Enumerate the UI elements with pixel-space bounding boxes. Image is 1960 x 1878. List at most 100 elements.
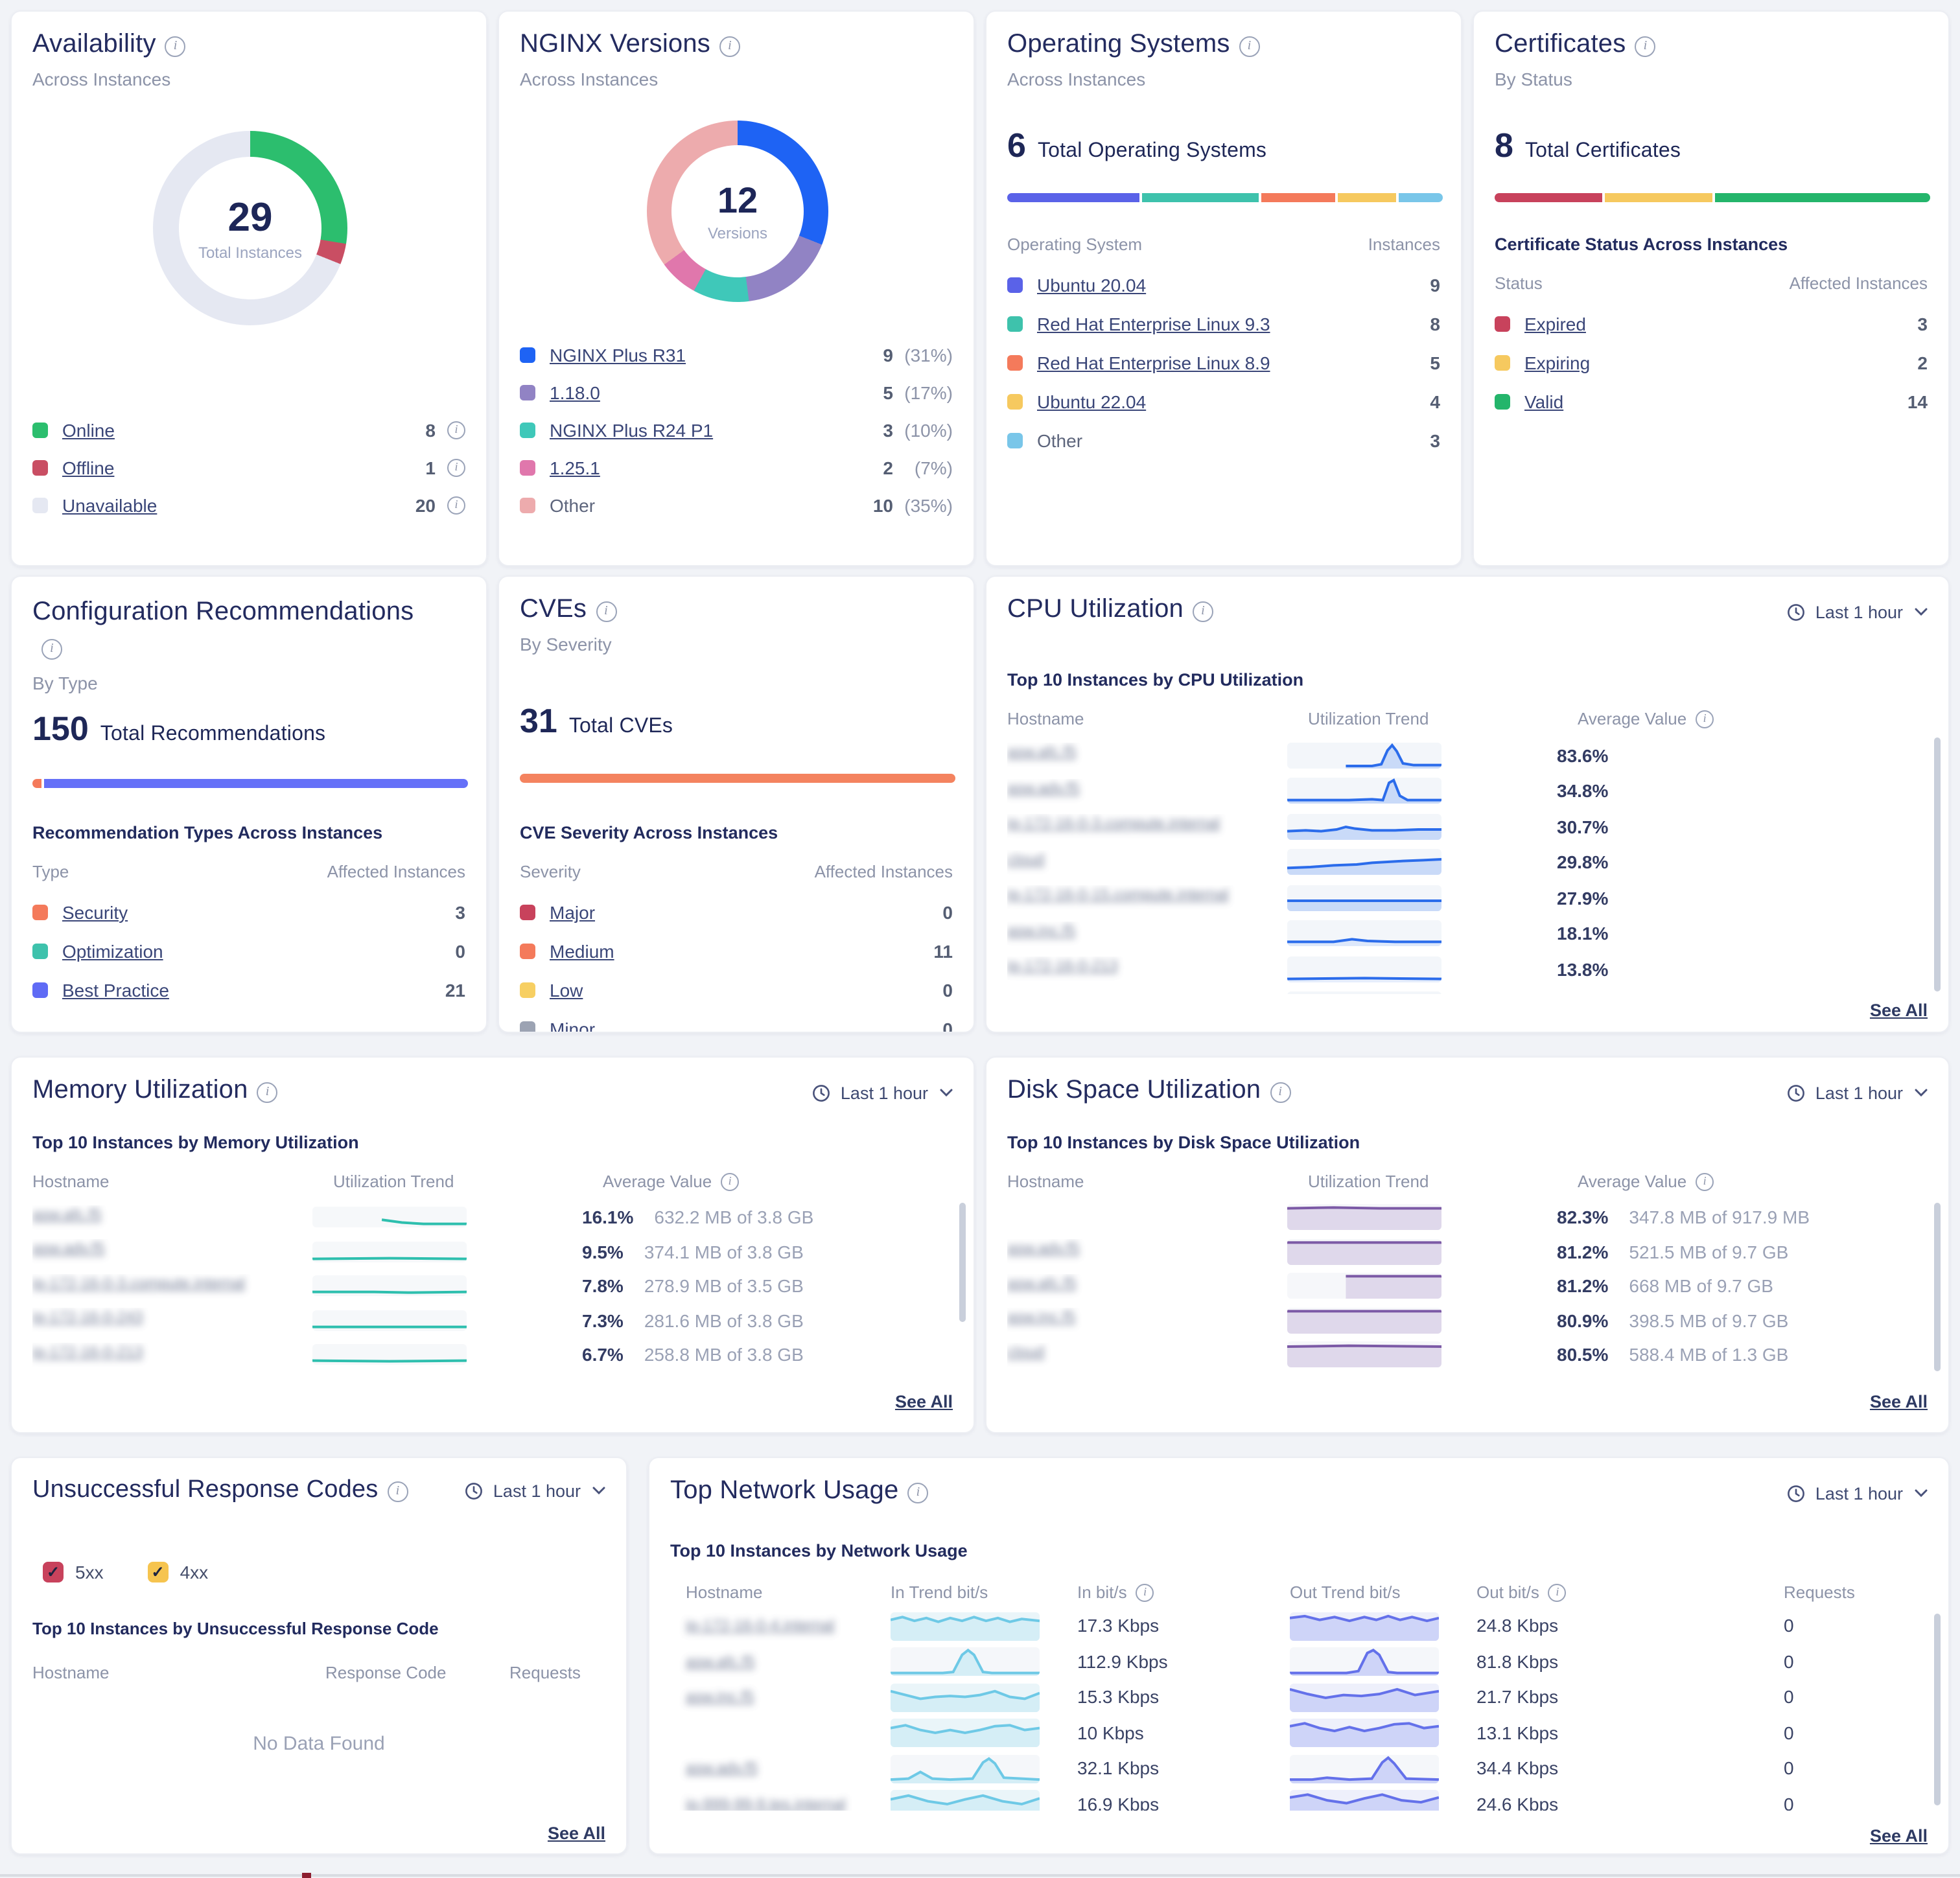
info-icon[interactable] [387, 1481, 408, 1502]
info-icon[interactable] [165, 36, 186, 57]
hostname-link[interactable]: asw.adv.f5 [32, 1239, 105, 1258]
info-icon[interactable] [596, 601, 617, 622]
hostname-cell[interactable]: asw.inc.f5 [1007, 922, 1287, 946]
row-label[interactable]: Expiring [1524, 353, 1591, 373]
response-codes-time-range-dropdown[interactable]: Last 1 hour [465, 1481, 605, 1501]
cpu-instance-list: asw.afc.f5 83.6% asw.adv.f5 34.8% ip-172-16-… [1007, 737, 1928, 994]
legend-label[interactable]: Unavailable [62, 494, 158, 515]
filter-checkbox-4xx[interactable]: ✓ [147, 1562, 169, 1582]
network-see-all-link[interactable]: See All [1869, 1826, 1928, 1846]
hostname-link[interactable]: asw.inc.f5 [686, 1687, 754, 1706]
os-table-header: Operating System Instances [1007, 235, 1440, 254]
info-icon[interactable] [447, 458, 465, 476]
legend-label[interactable]: NGINX Plus R31 [550, 344, 686, 365]
hostname-link[interactable]: cloud [1007, 850, 1045, 868]
hostname-link[interactable]: ip-172-16-0-4.internal [686, 1616, 835, 1634]
hostname-cell[interactable]: asw.inc.f5 [1007, 1308, 1287, 1333]
hostname-link[interactable]: asw.adv.f5 [1007, 778, 1080, 797]
hostname-link[interactable]: cloud [1007, 1342, 1045, 1361]
availability-donut[interactable]: 29 Total Instances [153, 131, 347, 325]
legend-label[interactable]: NGINX Plus R24 P1 [550, 419, 714, 440]
disk-see-all-link[interactable]: See All [1869, 1392, 1928, 1411]
info-icon[interactable] [1192, 601, 1213, 622]
hostname-link[interactable]: asw.afc.f5 [1007, 743, 1077, 761]
hostname-link[interactable]: ip-999-99-9.tes.internal [686, 1794, 846, 1811]
nginx-versions-donut[interactable]: 12 Versions [647, 121, 828, 302]
hostname-link[interactable]: asw.afc.f5 [32, 1205, 102, 1223]
legend-label[interactable]: 1.18.0 [550, 382, 600, 402]
hostname-cell[interactable]: cloud [1007, 850, 1287, 875]
hostname-link[interactable]: ip-172-16-0-3.compute.internal [1007, 814, 1220, 833]
row-label[interactable]: Medium [550, 941, 614, 962]
cpu-time-range-dropdown[interactable]: Last 1 hour [1787, 603, 1928, 622]
disk-time-range-dropdown[interactable]: Last 1 hour [1787, 1084, 1928, 1103]
row-label[interactable]: Ubuntu 20.04 [1037, 275, 1147, 296]
network-time-range-dropdown[interactable]: Last 1 hour [1787, 1484, 1928, 1503]
row-label[interactable]: Ubuntu 22.04 [1037, 391, 1147, 412]
hostname-link[interactable]: asw.afc.f5 [1007, 1273, 1077, 1292]
memory-scrollbar[interactable] [959, 1203, 966, 1322]
hostname-cell[interactable]: asw.adv.f5 [32, 1240, 312, 1264]
hostname-cell[interactable]: ip-172-16-0-3.compute.internal [1007, 815, 1287, 839]
response-codes-see-all-link[interactable]: See All [547, 1824, 605, 1843]
info-icon[interactable] [907, 1483, 929, 1503]
info-icon[interactable] [1270, 1082, 1291, 1103]
hostname-cell[interactable]: ip-172-16-0-3.compute.internal [32, 1274, 312, 1299]
row-label[interactable]: Low [550, 980, 583, 1001]
row-label[interactable]: Security [62, 902, 128, 923]
row-label[interactable]: Best Practice [62, 980, 169, 1001]
info-icon[interactable] [257, 1082, 278, 1103]
hostname-link[interactable]: ip-172-16-0-3.compute.internal [32, 1273, 246, 1292]
filter-checkbox-5xx[interactable]: ✓ [43, 1562, 64, 1582]
info-icon[interactable] [721, 1172, 740, 1190]
hostname-link[interactable]: ip-172-16-0-213 [32, 1342, 143, 1361]
hostname-link[interactable]: asw.afc.f5 [686, 1652, 755, 1670]
row-label[interactable]: Major [550, 902, 596, 923]
row-label[interactable]: Optimization [62, 941, 163, 962]
row-label[interactable]: Expired [1524, 314, 1586, 334]
info-icon[interactable] [41, 639, 62, 660]
hostname-cell[interactable]: ip-172-16-0-213 [1007, 957, 1287, 982]
disk-scrollbar[interactable] [1934, 1203, 1941, 1371]
hostname-cell[interactable]: asw.adv.f5 [1007, 779, 1287, 804]
row-label[interactable]: Minor [550, 1019, 596, 1033]
hostname-cell[interactable]: ip-172-16-0-213 [32, 1343, 312, 1367]
hostname-cell[interactable]: asw.adv.f5 [1007, 1240, 1287, 1264]
info-icon[interactable] [1696, 1172, 1714, 1190]
cpu-scrollbar[interactable] [1934, 737, 1941, 991]
info-icon[interactable] [1548, 1583, 1567, 1601]
hostname-link[interactable]: ip-172-16-0-243 [32, 1308, 143, 1327]
memory-time-range-dropdown[interactable]: Last 1 hour [812, 1084, 953, 1103]
info-icon[interactable] [719, 36, 741, 57]
hostname-cell[interactable]: asw.afc.f5 [1007, 1274, 1287, 1299]
hostname-cell[interactable]: asw.afc.f5 [1007, 743, 1287, 768]
legend-label[interactable]: Online [62, 419, 115, 440]
row-label[interactable]: Red Hat Enterprise Linux 8.9 [1037, 353, 1270, 373]
info-icon[interactable] [447, 421, 465, 439]
network-scrollbar[interactable] [1934, 1614, 1941, 1805]
average-detail: 278.9 MB of 3.5 GB [644, 1275, 804, 1297]
legend-label[interactable]: 1.25.1 [550, 457, 600, 478]
info-icon[interactable] [1696, 710, 1714, 728]
memory-see-all-link[interactable]: See All [894, 1392, 953, 1411]
cpu-see-all-link[interactable]: See All [1869, 1001, 1928, 1020]
row-label[interactable]: Valid [1524, 391, 1564, 412]
hostname-cell[interactable]: ip-172-16-0-243 [32, 1308, 312, 1333]
hostname-cell[interactable]: ip-172-16-0-15.compute.internal [1007, 886, 1287, 910]
hostname-link[interactable]: asw.adv.f5 [686, 1759, 757, 1777]
row-label[interactable]: Red Hat Enterprise Linux 9.3 [1037, 314, 1270, 334]
availability-card: Availability Across Instances 29 Total I… [10, 10, 487, 566]
utilization-row: asw.adv.f5 9.5% 374.1 MB of 3.8 GB [32, 1235, 953, 1269]
info-icon[interactable] [447, 496, 465, 514]
hostname-link[interactable]: asw.adv.f5 [1007, 1239, 1080, 1258]
info-icon[interactable] [1239, 36, 1260, 57]
legend-label[interactable]: Offline [62, 457, 115, 478]
hostname-link[interactable]: asw.inc.f5 [1007, 921, 1076, 940]
info-icon[interactable] [1635, 36, 1656, 57]
hostname-cell[interactable]: cloud [1007, 1343, 1287, 1367]
info-icon[interactable] [1136, 1583, 1154, 1601]
hostname-cell[interactable]: asw.afc.f5 [32, 1205, 312, 1230]
hostname-link[interactable]: ip-172-16-0-213 [1007, 956, 1118, 975]
hostname-link[interactable]: ip-172-16-0-15.compute.internal [1007, 885, 1229, 904]
hostname-link[interactable]: asw.inc.f5 [1007, 1308, 1076, 1327]
